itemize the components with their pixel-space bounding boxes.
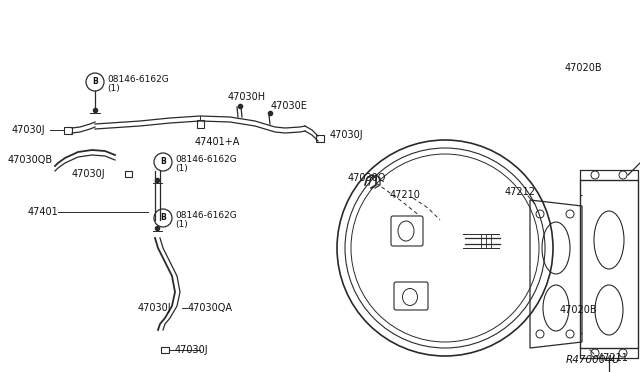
Text: 47030QA: 47030QA (188, 303, 233, 313)
Text: 47401: 47401 (28, 207, 59, 217)
Text: R470004U: R470004U (565, 355, 620, 365)
Bar (316, 135, 324, 141)
Text: (1): (1) (175, 219, 188, 228)
Bar (580, 180, 638, 348)
Text: 47210: 47210 (390, 190, 421, 200)
Text: (1): (1) (175, 164, 188, 173)
Text: 47030E: 47030E (271, 101, 308, 111)
Text: 47401+A: 47401+A (195, 137, 241, 147)
Text: 47020B: 47020B (560, 305, 598, 315)
Text: 47030J: 47030J (72, 169, 106, 179)
Text: 47211: 47211 (598, 353, 629, 363)
Text: (1): (1) (107, 83, 120, 93)
Text: 47030J: 47030J (12, 125, 45, 135)
Text: 47030QB: 47030QB (8, 155, 53, 165)
Text: 47030J: 47030J (330, 130, 364, 140)
Text: 47030J: 47030J (138, 303, 172, 313)
Bar (125, 171, 131, 177)
Text: 08146-6162G: 08146-6162G (175, 154, 237, 164)
Text: B: B (160, 157, 166, 167)
Text: 08146-6162G: 08146-6162G (107, 74, 169, 83)
Bar (161, 347, 169, 353)
Text: 47030J: 47030J (175, 345, 209, 355)
Text: 47020B: 47020B (565, 63, 603, 73)
Text: B: B (92, 77, 98, 87)
Text: B: B (160, 214, 166, 222)
Text: 08146-6162G: 08146-6162G (175, 211, 237, 219)
Text: 47212: 47212 (505, 187, 536, 197)
Bar (196, 120, 204, 128)
Text: 47030H: 47030H (228, 92, 266, 102)
Bar (64, 126, 72, 134)
Text: 47030Q: 47030Q (348, 173, 387, 183)
